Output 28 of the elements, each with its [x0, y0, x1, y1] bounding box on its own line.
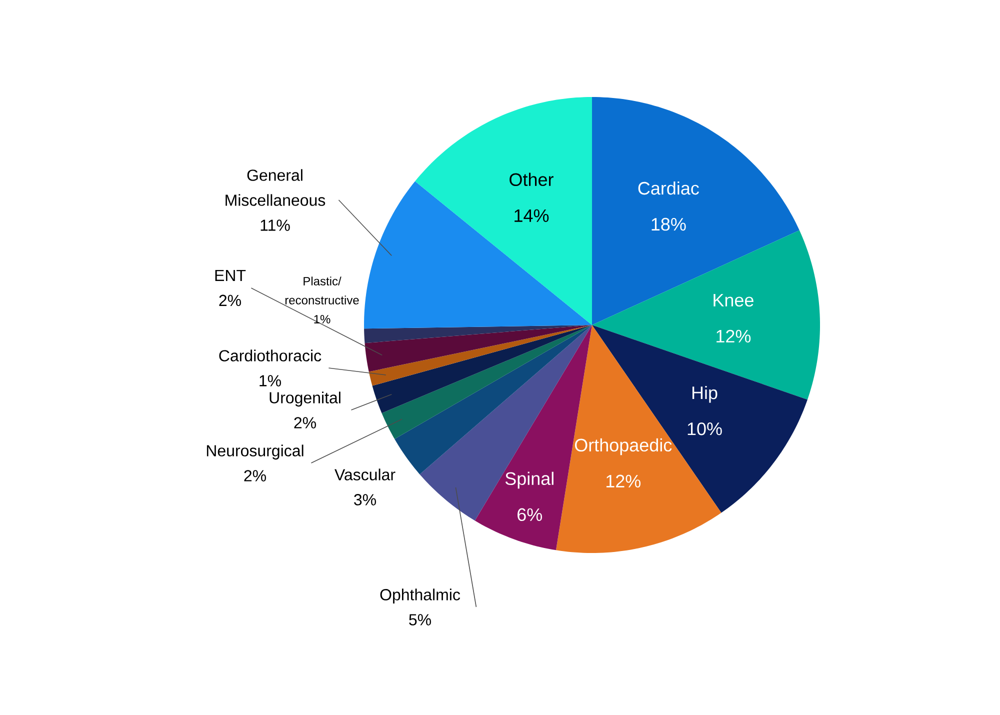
slice-label: Plastic/ reconstructive	[285, 276, 359, 304]
data-label: 2%	[294, 417, 316, 428]
data-label: 1%	[260, 375, 281, 386]
data-label: 6%	[518, 508, 542, 522]
slice-label: General Miscellaneous	[226, 169, 326, 206]
data-label: 2%	[219, 294, 241, 306]
slice-label: Ophthalmic	[380, 588, 460, 604]
data-label: 11%	[260, 220, 290, 231]
data-label: 10%	[688, 422, 722, 436]
slice-label: Hip	[692, 386, 718, 403]
data-label: 14%	[514, 209, 549, 222]
data-label: 5%	[409, 614, 432, 626]
data-label: 12%	[606, 474, 641, 488]
data-label: 3%	[354, 494, 376, 506]
slice-label: Cardiothoracic	[219, 350, 322, 362]
slice-label: Neurosurgical	[206, 444, 304, 460]
slice-label: Other	[510, 172, 554, 186]
data-label: 1%	[314, 314, 330, 324]
data-label: 2%	[244, 470, 266, 482]
slice-label: ENT	[215, 270, 246, 281]
slice-label: Vascular	[334, 468, 396, 480]
data-label: 18%	[652, 218, 686, 231]
slice-label: Spinal	[505, 472, 554, 489]
data-label: 12%	[716, 330, 751, 343]
slice-label: Knee	[714, 294, 754, 307]
slice-label: Urogenital	[270, 392, 340, 407]
slice-label: Cardiac	[638, 181, 699, 195]
slice-label: Orthopaedic	[574, 438, 672, 456]
